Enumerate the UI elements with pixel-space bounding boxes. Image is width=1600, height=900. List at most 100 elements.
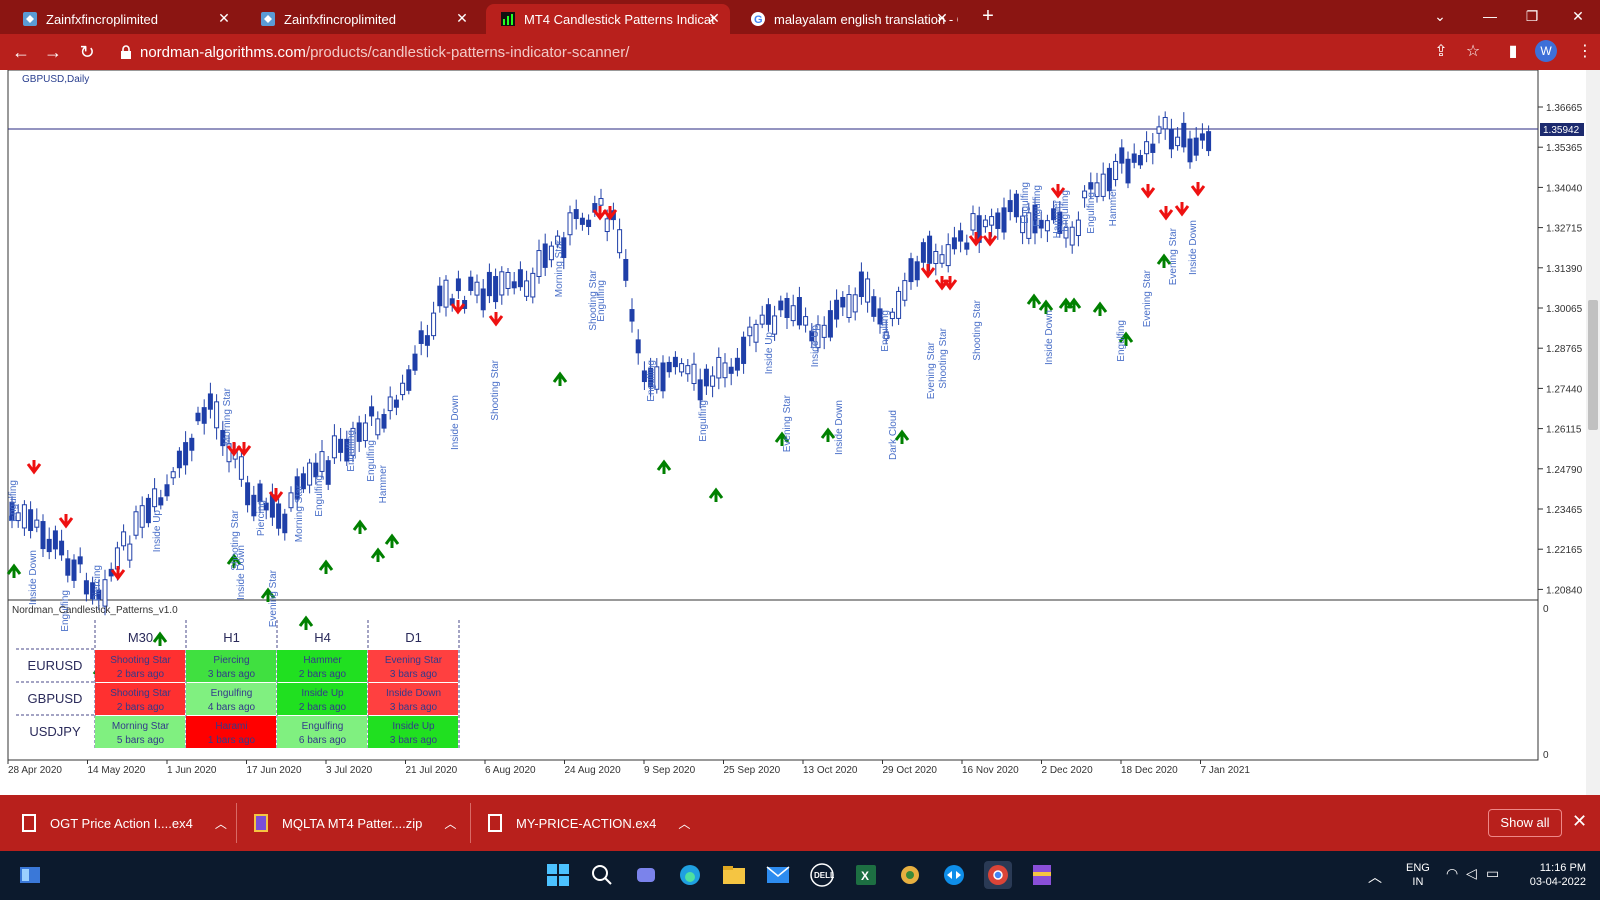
edge-icon[interactable]: [676, 861, 704, 889]
close-icon[interactable]: ✕: [936, 10, 948, 26]
candle-body: [313, 462, 319, 478]
svg-text:G: G: [754, 14, 763, 26]
tab-search-icon[interactable]: ⌄: [1434, 8, 1446, 24]
back-icon[interactable]: ←: [12, 42, 30, 62]
windows-start-icon[interactable]: [544, 861, 572, 889]
close-icon[interactable]: ✕: [708, 10, 720, 26]
widgets-icon[interactable]: [16, 861, 44, 889]
candle-body: [958, 230, 964, 242]
scanner-cell: [277, 683, 367, 715]
clock[interactable]: 11:16 PM 03-04-2022: [1522, 861, 1586, 889]
candle-body: [121, 531, 127, 547]
battery-icon[interactable]: ▭: [1486, 865, 1500, 881]
indicator-axis-top: 0: [1543, 604, 1549, 615]
volume-icon[interactable]: ◁: [1466, 865, 1477, 881]
address-bar[interactable]: nordman-algorithms.com/products/candlest…: [110, 38, 1480, 66]
mail-icon[interactable]: [764, 861, 792, 889]
candle-body: [1144, 141, 1150, 155]
candle-body: [784, 298, 790, 319]
candle-body: [778, 300, 784, 311]
candle-body: [1168, 128, 1174, 150]
candle-body: [530, 272, 536, 298]
scanner-cell-bars: 2 bars ago: [299, 702, 347, 713]
globe-icon: [260, 11, 276, 27]
candle-body: [703, 368, 709, 387]
dell-icon[interactable]: DELL: [808, 861, 836, 889]
candle-body: [387, 396, 393, 412]
language-indicator[interactable]: ENG IN: [1406, 861, 1430, 889]
menu-icon[interactable]: ⋮: [1577, 43, 1593, 60]
side-panel-icon[interactable]: ▮: [1508, 43, 1518, 60]
minimize-button[interactable]: —: [1483, 8, 1497, 24]
candle-body: [1175, 136, 1181, 147]
date-tick-label: 7 Jan 2021: [1201, 765, 1251, 776]
candle-body: [865, 278, 871, 303]
tab-2[interactable]: Zainfxfincroplimited ✕: [246, 4, 478, 34]
winrar-icon[interactable]: [1028, 861, 1056, 889]
pattern-label: Engulfing: [1086, 192, 1097, 234]
candle-body: [1131, 153, 1137, 163]
downloads-bar: OGT Price Action I....ex4 ︿ MQLTA MT4 Pat…: [0, 795, 1600, 851]
close-downloads-icon[interactable]: ✕: [1572, 811, 1588, 831]
bookmark-star-icon[interactable]: ☆: [1465, 43, 1481, 60]
candle-body: [282, 513, 288, 534]
download-item-2[interactable]: MQLTA MT4 Patter....zip ︿: [254, 805, 456, 841]
date-axis: 28 Apr 2020 14 May 2020 1 Jun 2020 17 Jun 2…: [7, 760, 1251, 776]
scrollbar-thumb[interactable]: [1588, 300, 1598, 430]
avatar[interactable]: W: [1535, 40, 1557, 62]
candle-body: [1100, 173, 1106, 197]
page-scrollbar[interactable]: [1586, 70, 1600, 795]
download-item-3[interactable]: MY-PRICE-ACTION.ex4 ︿: [488, 805, 690, 841]
forward-icon[interactable]: →: [44, 42, 62, 62]
candle-body: [846, 294, 852, 318]
close-icon[interactable]: ✕: [456, 10, 468, 26]
chevron-up-icon[interactable]: ︿: [1368, 869, 1382, 885]
candle-body: [499, 271, 505, 296]
tab-1[interactable]: Zainfxfincroplimited ✕: [8, 4, 240, 34]
share-icon[interactable]: ⇪: [1434, 43, 1448, 60]
chrome-icon[interactable]: [984, 861, 1012, 889]
maximize-button[interactable]: ❐: [1525, 8, 1539, 24]
new-tab-button[interactable]: +: [982, 5, 994, 27]
candle-body: [288, 492, 294, 509]
candle-body: [505, 271, 511, 289]
teamviewer-icon[interactable]: [940, 861, 968, 889]
search-icon[interactable]: [588, 861, 616, 889]
candle-body: [840, 296, 846, 308]
candle-body: [716, 356, 722, 379]
chevron-up-icon[interactable]: ︿: [214, 816, 227, 831]
file-explorer-icon[interactable]: [720, 861, 748, 889]
reload-icon[interactable]: ↻: [79, 42, 95, 62]
excel-icon[interactable]: X: [852, 861, 880, 889]
show-all-button[interactable]: Show all: [1488, 809, 1562, 837]
candle-body: [1020, 215, 1026, 234]
app-icon[interactable]: [896, 861, 924, 889]
scanner-cell-pattern: Shooting Star: [110, 688, 171, 699]
chevron-up-icon[interactable]: ︿: [444, 816, 457, 831]
close-icon[interactable]: ✕: [218, 10, 230, 26]
page-content: Engulfing Inside Down Engulfing Piercing Ins…: [0, 69, 1600, 795]
candle-body: [1193, 137, 1199, 156]
candle-body: [276, 503, 282, 529]
scanner-cell-pattern: Hammer: [303, 655, 342, 666]
candle-body: [821, 324, 827, 338]
candle-body: [728, 366, 734, 374]
close-window-button[interactable]: ✕: [1572, 8, 1584, 24]
scanner-cell-pattern: Inside Down: [386, 688, 441, 699]
chevron-up-icon[interactable]: ︿: [678, 816, 691, 831]
tab-3[interactable]: MT4 Candlestick Patterns Indicat ✕: [486, 4, 730, 34]
candle-body: [1001, 207, 1007, 233]
candle-body: [220, 429, 226, 447]
candle-body: [1026, 212, 1032, 239]
date-tick-label: 21 Jul 2020: [406, 765, 458, 776]
candle-body: [666, 361, 672, 373]
candle-body: [920, 242, 926, 263]
candle-body: [1187, 138, 1193, 163]
teams-chat-icon[interactable]: [632, 861, 660, 889]
download-item-1[interactable]: OGT Price Action I....ex4 ︿: [22, 805, 227, 841]
scanner-cell-bars: 4 bars ago: [208, 702, 256, 713]
tab-4[interactable]: G malayalam english translation - G ✕: [736, 4, 958, 34]
candle-body: [1181, 122, 1187, 148]
wifi-icon[interactable]: ◠: [1446, 865, 1459, 881]
lang-line-2: IN: [1412, 876, 1424, 888]
